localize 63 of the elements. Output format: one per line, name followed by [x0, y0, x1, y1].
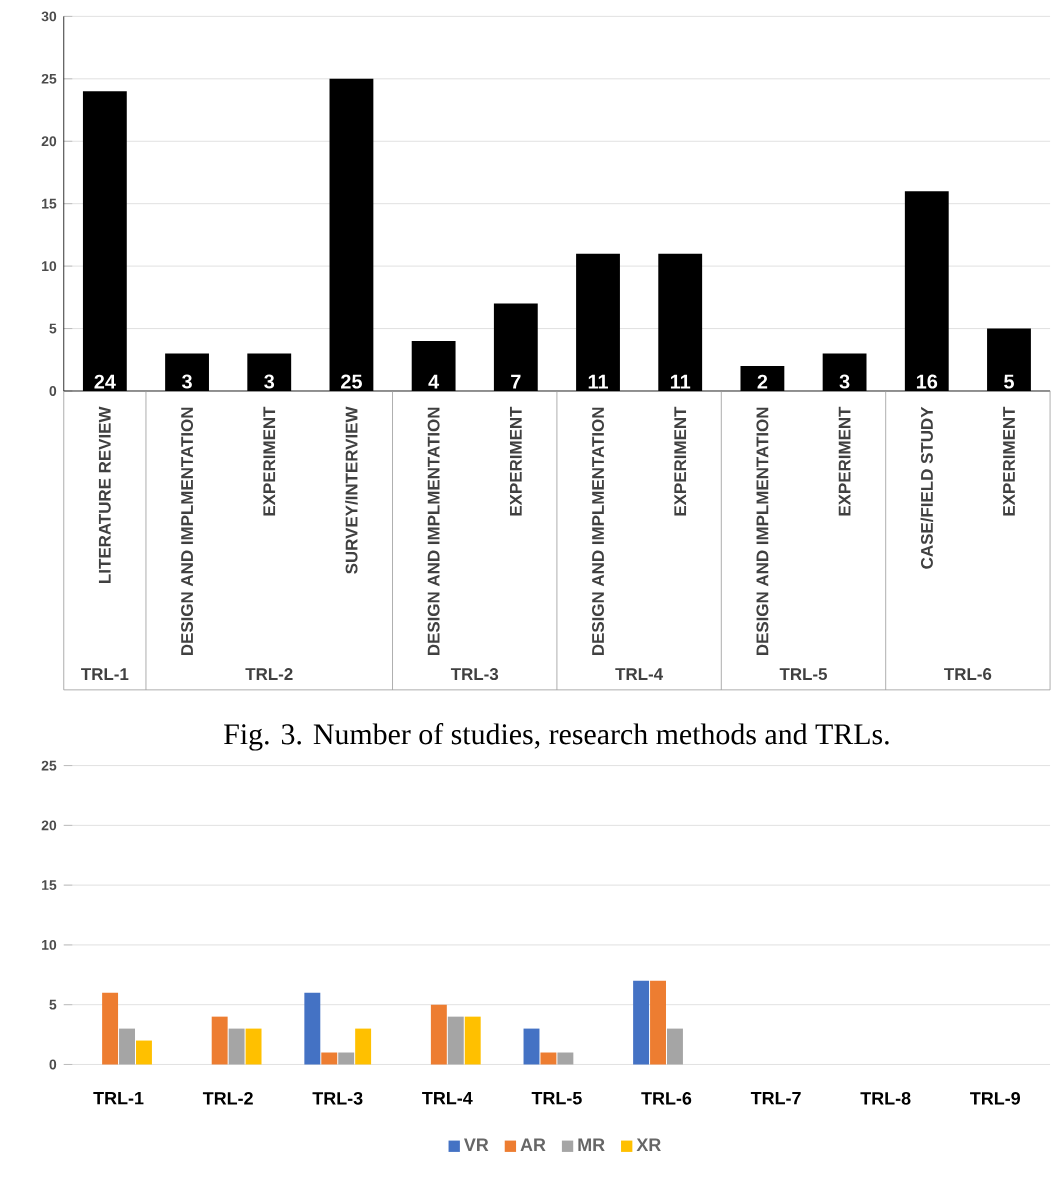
bar — [304, 992, 321, 1065]
bar — [338, 1052, 355, 1065]
x-tick-label: TRL-5 — [531, 1091, 582, 1105]
bar — [523, 1028, 540, 1065]
text: TRL-3 — [450, 668, 499, 681]
data-label: 5 — [1004, 374, 1014, 389]
data-label: 7 — [511, 374, 521, 389]
text: TRL-1 — [81, 668, 129, 680]
bar — [119, 1028, 135, 1065]
x-tick-label: TRL-3 — [312, 1091, 363, 1105]
x-tick-label: DESIGN AND IMPLMENTATION — [427, 407, 440, 656]
x-tick-label: EXPERIMENT — [509, 406, 522, 516]
x-tick-label: DESIGN AND IMPLMENTATION — [756, 407, 769, 656]
x-tick-label: TRL-2 — [202, 1091, 253, 1105]
bar — [557, 1052, 574, 1065]
legend-label: AR — [520, 1138, 546, 1151]
bar — [321, 1052, 338, 1065]
bar — [211, 1016, 228, 1065]
data-label: 3 — [839, 374, 850, 389]
bar — [666, 1028, 683, 1065]
bar — [650, 980, 666, 1065]
legend-label: VR — [464, 1138, 489, 1151]
bar — [633, 980, 650, 1065]
data-label: 25 — [341, 374, 362, 389]
data-label: 11 — [670, 374, 691, 389]
bar — [464, 1016, 481, 1065]
x-tick-label: EXPERIMENT — [1003, 406, 1015, 516]
text: TRL-5 — [779, 668, 828, 681]
text: TRL-6 — [944, 668, 992, 681]
x-tick-label: CASE/FIELD STUDY — [920, 406, 934, 569]
x-tick-label: EXPERIMENT — [263, 406, 276, 516]
x-tick-label: EXPERIMENT — [674, 406, 687, 516]
x-tick-label: TRL-7 — [750, 1091, 801, 1105]
data-label: 3 — [264, 374, 275, 389]
x-tick-label: TRL-9 — [970, 1091, 1020, 1105]
legend-label: MR — [578, 1138, 605, 1151]
text: TRL-4 — [615, 668, 664, 680]
bar — [228, 1028, 245, 1065]
data-label: 3 — [181, 374, 192, 389]
bar — [102, 992, 119, 1065]
x-tick-label: TRL-1 — [93, 1091, 144, 1105]
data-label: 4 — [428, 374, 440, 389]
data-label: 2 — [757, 374, 768, 389]
text: TRL-2 — [245, 668, 293, 680]
data-label: 24 — [94, 374, 116, 389]
data-label: 16 — [916, 374, 938, 389]
x-tick-label: DESIGN AND IMPLMENTATION — [592, 407, 604, 656]
bar — [245, 1028, 262, 1065]
bar — [355, 1028, 372, 1065]
bar — [447, 1016, 464, 1065]
bar — [430, 1004, 447, 1065]
caption: Fig. 3. Number of studies, research methods and TRLs. — [224, 723, 889, 751]
data-label: 11 — [588, 374, 608, 389]
bar — [540, 1052, 557, 1065]
x-tick-label: LITERATURE REVIEW — [98, 406, 111, 583]
x-tick-label: SURVEY/INTERVIEW — [345, 406, 358, 574]
x-tick-label: TRL-6 — [641, 1091, 692, 1105]
x-tick-label: DESIGN AND IMPLMENTATION — [181, 407, 194, 656]
bar — [135, 1040, 152, 1065]
x-tick-label: EXPERIMENT — [838, 406, 851, 516]
x-tick-label: TRL-4 — [422, 1091, 473, 1105]
legend-label: XR — [636, 1138, 661, 1151]
x-tick-label: TRL-8 — [860, 1091, 911, 1105]
